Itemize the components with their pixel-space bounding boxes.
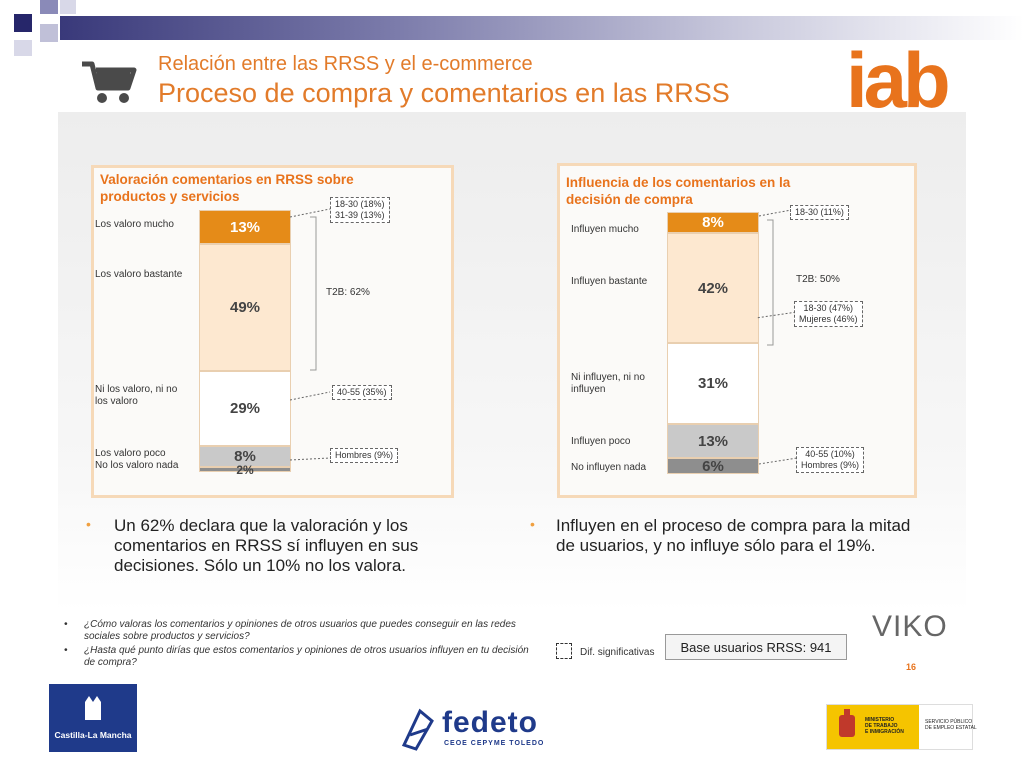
annotation-box: 18-30 (18%) 31-39 (13%) xyxy=(330,197,390,223)
category-label: Los valoro mucho xyxy=(95,219,174,230)
bar-segment: 8% xyxy=(199,446,291,467)
dashed-square-icon xyxy=(556,643,572,659)
fedeto-subtitle: CEOE CEPYME TOLEDO xyxy=(444,740,545,747)
slide-title: Proceso de compra y comentarios en las R… xyxy=(158,78,730,108)
category-label: Los valoro poco xyxy=(95,448,166,459)
category-label: No influyen nada xyxy=(571,462,647,473)
bar-segment: 49% xyxy=(199,244,291,371)
fedeto-logo: fedeto xyxy=(442,706,538,739)
bar-segment: 6% xyxy=(667,457,759,475)
annotation-box: 40-55 (10%) Hombres (9%) xyxy=(796,447,865,473)
bar-segment: 13% xyxy=(199,210,291,244)
category-label: Ni influyen, ni no influyen xyxy=(571,372,645,395)
deco-square xyxy=(14,40,32,56)
base-label-box: Base usuarios RRSS: 941 xyxy=(665,634,847,660)
deco-square xyxy=(40,24,58,42)
cart-icon xyxy=(82,61,137,103)
bar-segment: 31% xyxy=(667,343,759,424)
category-label: Los valoro bastante xyxy=(95,269,183,280)
castilla-label: Castilla-La Mancha xyxy=(54,730,132,740)
category-label: No los valoro nada xyxy=(95,460,179,471)
page-number: 16 xyxy=(906,662,917,672)
t2b-label: T2B: 62% xyxy=(326,287,370,298)
fedeto-icon xyxy=(401,708,434,751)
annotation-lines-right xyxy=(757,209,798,465)
bar-value-label: 2% xyxy=(236,462,254,477)
ministerio-logo: MINISTERIO DE TRABAJO E INMIGRACIÓN SERV… xyxy=(826,704,977,750)
legend-dif: Dif. significativas xyxy=(580,647,655,658)
annotation-box: Hombres (9%) xyxy=(330,448,399,463)
annotation-lines-left xyxy=(290,208,331,461)
footnote-marker: • xyxy=(64,645,68,656)
t2b-label: T2B: 50% xyxy=(796,274,840,285)
iab-logo: iab xyxy=(846,36,951,124)
bar-value-label: 49% xyxy=(229,299,261,316)
castilla-logo: Castilla-La Mancha xyxy=(49,684,137,752)
bar-segment: 42% xyxy=(667,233,759,343)
chart-title-left: Valoración comentarios en RRSS sobre pro… xyxy=(100,172,354,204)
ministerio-label: MINISTERIO DE TRABAJO E INMIGRACIÓN xyxy=(865,717,904,735)
bar-value-label: 13% xyxy=(697,432,729,450)
footnote: ¿Cómo valoras los comentarios y opinione… xyxy=(84,619,516,642)
bar-value-label: 42% xyxy=(697,279,729,297)
annotation-box: 18-30 (11%) xyxy=(790,205,849,220)
chart-title-right: Influencia de los comentarios en la deci… xyxy=(566,175,791,207)
category-label: Ni los valoro, ni no los valoro xyxy=(95,384,178,407)
annotation-box: 40-55 (35%) xyxy=(332,385,392,400)
bullet-text-right: Influyen en el proceso de compra para la… xyxy=(556,516,911,555)
footnote-marker: • xyxy=(64,619,68,630)
servicio-label: SERVICIO PÚBLICO DE EMPLEO ESTATAL xyxy=(925,719,977,731)
bullet-marker: • xyxy=(530,516,535,532)
deco-square xyxy=(60,0,76,14)
deco-square xyxy=(14,14,32,32)
bullet-text-left: Un 62% declara que la valoración y los c… xyxy=(114,516,419,575)
viko-logo: VIKO xyxy=(872,610,948,643)
slide-subtitle: Relación entre las RRSS y el e-commerce xyxy=(158,53,533,75)
bar-value-label: 8% xyxy=(234,448,256,465)
coat-of-arms-icon xyxy=(839,709,855,737)
bar-segment: 8% xyxy=(667,212,759,233)
bar-segment: 13% xyxy=(667,424,759,458)
stacked-bar-left: 13% 49% 29% 8% 2% xyxy=(199,210,291,477)
category-label: Influyen bastante xyxy=(571,276,648,287)
bar-segment: 29% xyxy=(199,371,291,446)
bar-value-label: 13% xyxy=(229,218,261,236)
crown-icon xyxy=(85,696,101,720)
footnote: ¿Hasta qué punto dirías que estos coment… xyxy=(84,645,529,668)
bullet-marker: • xyxy=(86,516,91,532)
bar-value-label: 31% xyxy=(697,375,729,392)
category-label: Influyen poco xyxy=(571,436,631,447)
bar-segment: 2% xyxy=(199,463,291,477)
top-gradient-bar xyxy=(60,16,1024,40)
bar-value-label: 6% xyxy=(702,457,724,475)
stacked-bar-right: 8% 42% 31% 13% 6% xyxy=(667,212,759,475)
bar-value-label: 8% xyxy=(702,214,724,231)
category-label: Influyen mucho xyxy=(571,224,639,235)
deco-square xyxy=(40,0,58,14)
bar-value-label: 29% xyxy=(229,400,261,417)
annotation-box: 18-30 (47%) Mujeres (46%) xyxy=(794,301,863,327)
